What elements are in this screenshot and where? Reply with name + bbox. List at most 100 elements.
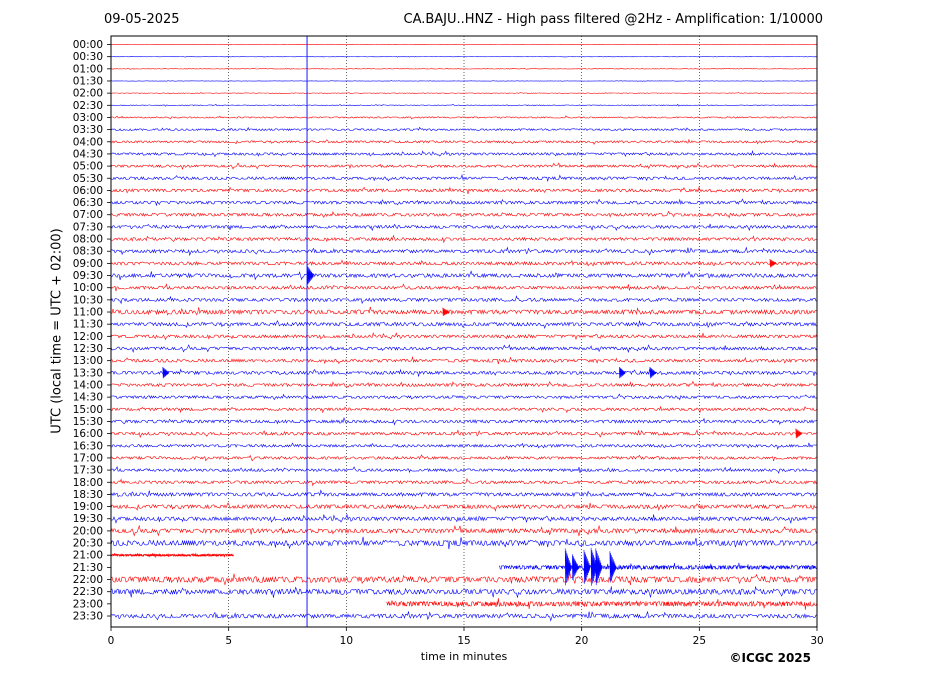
y-tick-label: 10:30 [73,294,103,306]
trace-2100 [110,552,234,558]
y-tick-label: 22:00 [73,574,103,586]
y-tick-labels: 00:0000:3001:0001:3002:0002:3003:0003:30… [73,39,111,623]
event-burst [442,307,449,317]
x-tick-label: 0 [108,635,115,647]
trace-0700 [110,210,817,219]
trace-0000 [110,43,818,46]
trace-1100 [110,306,818,316]
trace-1800 [110,477,818,487]
y-tick-label: 23:00 [73,598,103,610]
trace-1530 [110,417,818,426]
trace-0400 [111,138,818,145]
event-burst [595,548,602,586]
plot-frame [110,35,818,628]
trace-2000 [110,524,818,537]
trace-2030 [110,536,818,550]
trace-1130 [110,320,818,330]
event-burst [162,366,169,379]
trace-0900 [110,259,818,267]
y-tick-label: 03:00 [73,112,103,124]
trace-1230 [110,344,818,354]
y-tick-label: 05:30 [73,173,103,185]
y-tick-label: 14:30 [73,392,103,404]
y-tick-label: 00:30 [73,51,103,63]
y-tick-label: 12:00 [73,331,103,343]
event-burst [769,258,777,268]
trace-1900 [110,502,818,512]
event-burst [619,366,626,379]
trace-1330 [110,368,818,377]
trace-1730 [110,466,818,474]
y-tick-label: 04:30 [73,148,103,160]
y-tick-label: 15:00 [73,404,103,416]
x-tick-labels: 0 5 10 15 20 25 30 [108,627,824,647]
y-tick-label: 20:00 [73,525,103,537]
y-tick-label: 16:30 [73,440,103,452]
trace-1400 [110,380,818,388]
trace-0030 [111,55,818,58]
x-tick-label: 20 [575,635,588,647]
y-tick-label: 11:00 [73,307,103,319]
trace-2230 [110,585,818,598]
y-tick-label: 08:00 [73,234,103,246]
x-axis-label: time in minutes [420,650,508,663]
vertical-grid [228,36,700,627]
trace-2200 [110,572,818,586]
event-burst [307,266,314,285]
trace-0530 [110,174,817,182]
trace-1700 [110,454,818,462]
y-tick-label: 21:30 [73,562,103,574]
y-tick-label: 06:00 [73,185,103,197]
x-tick-label: 15 [457,635,470,647]
y-tick-label: 19:00 [73,501,103,513]
y-tick-label: 09:30 [73,270,103,282]
event-burst [564,548,572,586]
y-tick-label: 17:30 [73,465,103,477]
y-tick-label: 01:30 [73,75,103,87]
y-tick-label: 21:00 [73,550,103,562]
y-tick-label: 06:30 [73,197,103,209]
y-tick-label: 20:30 [73,538,103,550]
y-tick-label: 18:00 [73,477,103,489]
trace-1930 [110,513,818,524]
y-tick-label: 12:30 [73,343,103,355]
y-tick-label: 02:00 [73,88,103,100]
y-tick-label: 16:00 [73,428,103,440]
y-tick-label: 05:00 [73,161,103,173]
trace-0730 [110,223,818,232]
trace-0100 [110,68,818,70]
y-tick-label: 19:30 [73,513,103,525]
trace-0130 [111,80,818,82]
event-burst [572,554,579,580]
y-tick-label: 09:00 [73,258,103,270]
trace-0430 [111,149,818,158]
y-tick-label: 01:00 [73,63,103,75]
trace-2330 [110,611,818,622]
trace-2130 [499,562,818,572]
trace-0300 [111,115,818,120]
event-burst [795,428,802,439]
y-tick-label: 11:30 [73,319,103,331]
y-tick-label: 08:30 [73,246,103,258]
y-tick-label: 14:00 [73,379,103,391]
y-tick-label: 02:30 [73,100,103,112]
y-tick-label: 22:30 [73,586,103,598]
y-tick-label: 10:00 [73,282,103,294]
trace-2300 [386,598,818,610]
trace-1000 [110,283,818,292]
trace-0830 [111,246,818,257]
trace-1600 [110,429,818,439]
trace-1630 [110,442,818,450]
trace-1430 [111,393,818,401]
trace-1030 [110,295,818,305]
traces [110,43,818,622]
trace-0630 [110,198,818,207]
y-tick-label: 13:30 [73,367,103,379]
y-tick-label: 23:30 [73,611,103,623]
y-tick-label: 15:30 [73,416,103,428]
trace-0200 [111,92,817,95]
x-tick-label: 10 [340,635,353,647]
x-tick-label: 30 [810,635,823,647]
y-tick-label: 18:30 [73,489,103,501]
